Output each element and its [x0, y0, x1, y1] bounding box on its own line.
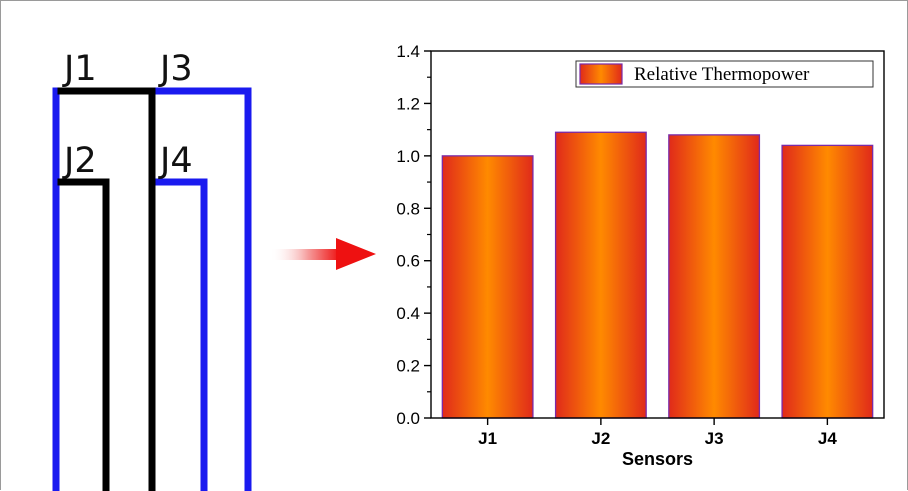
- bar-j1: [441, 155, 534, 419]
- black-wire-traces: [57, 87, 156, 491]
- arrow-shaft: [270, 249, 340, 260]
- x-axis-title: Sensors: [622, 449, 693, 469]
- blue-inner-loop-j4-trace: [151, 178, 208, 491]
- y-tick-label: 1.0: [396, 147, 420, 166]
- x-tick-label-j2: J2: [591, 429, 610, 448]
- y-tick-label: 0.4: [396, 304, 420, 323]
- y-tick-label: 0.0: [396, 409, 420, 428]
- bar-j4: [781, 144, 874, 419]
- y-tick-label: 0.8: [396, 199, 420, 218]
- junction-label-j2: J2: [62, 141, 97, 181]
- arrow-head: [336, 238, 376, 270]
- bar-j3: [668, 134, 761, 419]
- legend-label: Relative Thermopower: [634, 64, 810, 85]
- bar-chart: 0.0 0.2 0.4 0.6 0.8 1.0 1.2 1.4 J1 J2 J3 J4 Relati…: [396, 42, 885, 469]
- bars: [441, 131, 874, 419]
- thermocouple-circuit-diagram: J1 J3 J2 J4: [52, 49, 252, 491]
- x-tick-label-j1: J1: [478, 429, 497, 448]
- legend-swatch: [579, 63, 623, 85]
- bar-j2: [554, 131, 647, 419]
- x-tick-label-j4: J4: [818, 429, 837, 448]
- plot-area-frame: [430, 50, 885, 419]
- junction-label-j3: J3: [158, 49, 193, 89]
- y-tick-label: 0.6: [396, 252, 420, 271]
- junction-label-j1: J1: [62, 49, 97, 89]
- legend: Relative Thermopower: [575, 60, 874, 88]
- black-j2-trace: [57, 178, 110, 491]
- x-tick-label-j3: J3: [705, 429, 724, 448]
- black-top-junction-trace: [57, 87, 156, 491]
- x-axis: J1 J2 J3 J4: [478, 418, 837, 448]
- y-tick-label: 1.2: [396, 94, 420, 113]
- junction-label-j4: J4: [158, 141, 193, 181]
- y-tick-label: 1.4: [396, 42, 420, 61]
- y-tick-label: 0.2: [396, 357, 420, 376]
- legend-box: [575, 60, 874, 88]
- arrow-right-icon: [270, 238, 376, 270]
- y-axis: 0.0 0.2 0.4 0.6 0.8 1.0 1.2 1.4: [396, 42, 431, 428]
